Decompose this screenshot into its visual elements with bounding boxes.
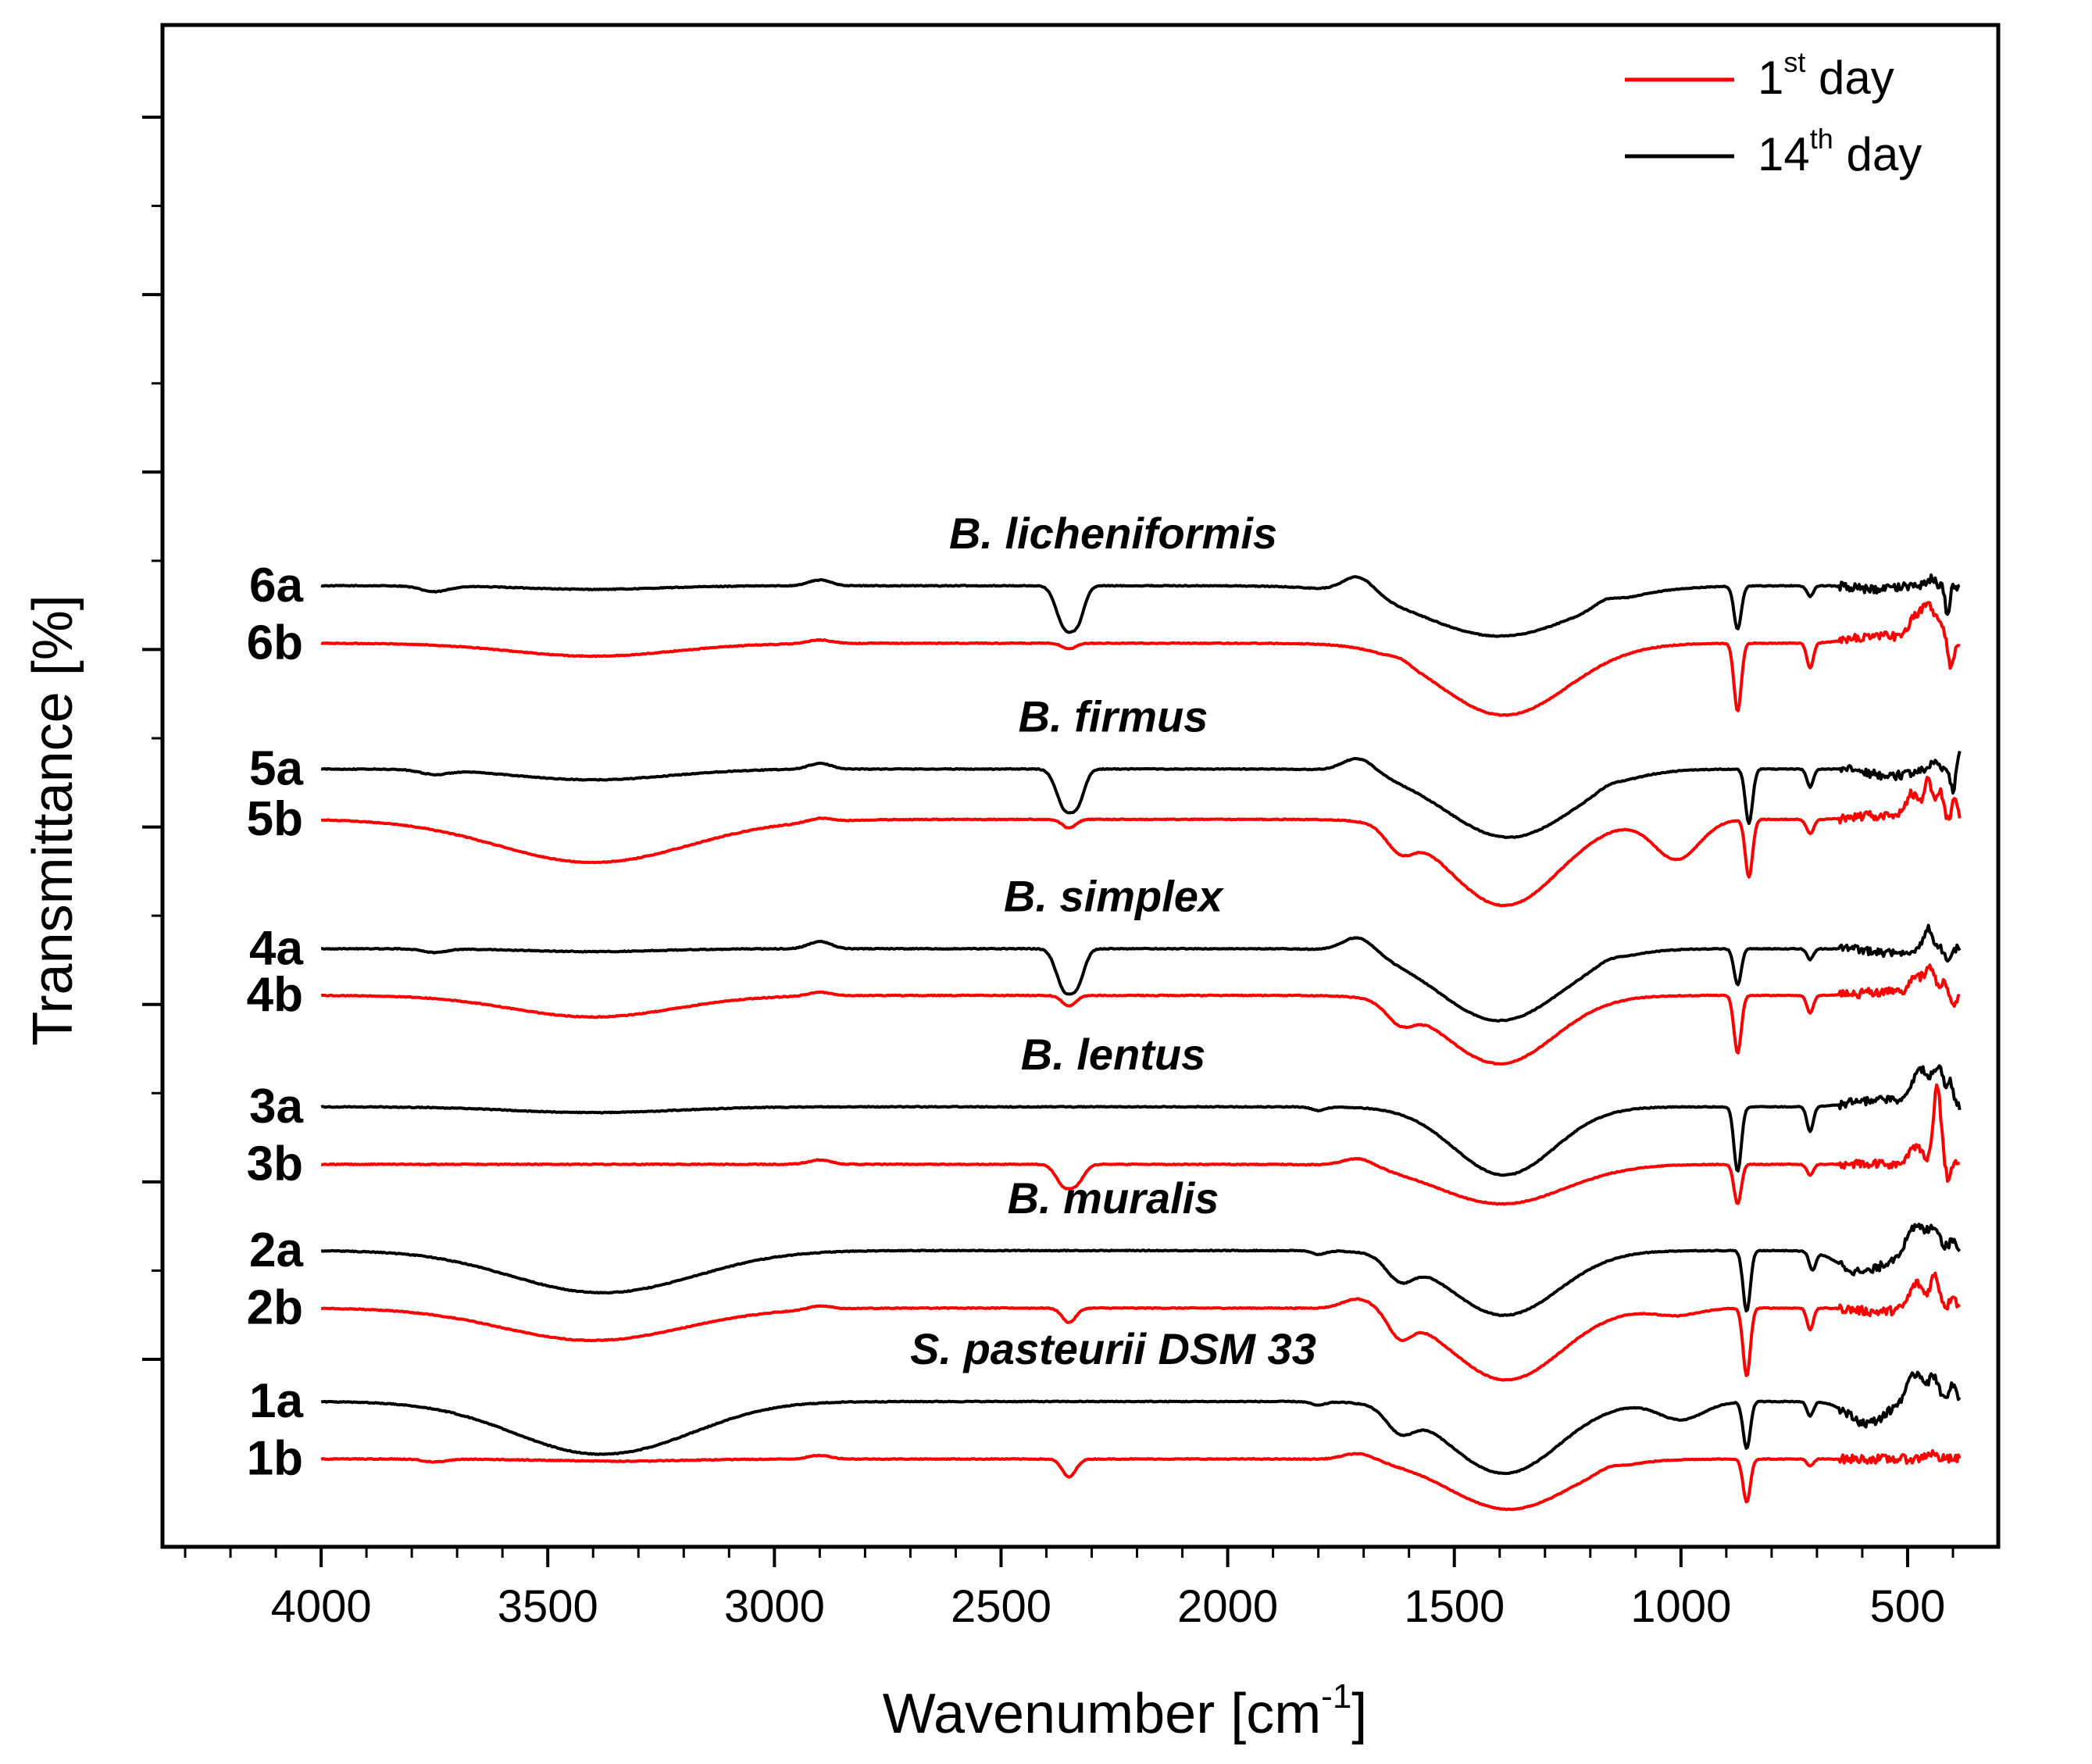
spectrum-6a: [320, 573, 1961, 638]
x-tick-label: 1500: [1404, 1581, 1505, 1632]
organism-label: B. lentus: [1021, 1030, 1205, 1079]
organism-labels: B. licheniformis B. firmus B. simplex B. le…: [910, 509, 1316, 1373]
trace-label-2b: 2b: [247, 1280, 303, 1334]
spectrum-1b: [320, 1449, 1962, 1512]
trace-label-1b: 1b: [247, 1432, 303, 1486]
spectrum-5a: [320, 751, 1962, 840]
spectrum-4b: [320, 963, 1961, 1066]
legend-label-first-day: 1st day: [1758, 46, 1894, 104]
spectrum-3b: [320, 1083, 1960, 1206]
x-tick-label: 500: [1870, 1581, 1946, 1632]
trace-label-5b: 5b: [247, 792, 303, 846]
spectrum-3a: [320, 1064, 1962, 1177]
x-tick-label: 3000: [724, 1581, 825, 1632]
spectrum-5b: [320, 776, 1962, 908]
spectrum-4a: [320, 923, 1962, 1023]
y-axis-title: Transmittance [%]: [22, 595, 84, 1046]
trace-label-6a: 6a: [249, 559, 303, 612]
organism-label: B. muralis: [1008, 1173, 1219, 1223]
spectra-layer: [320, 573, 1962, 1512]
organism-label: B. licheniformis: [949, 509, 1277, 558]
organism-label: S. pasteurii DSM 33: [910, 1324, 1316, 1373]
spectrum-2b: [320, 1271, 1961, 1382]
trace-label-4b: 4b: [247, 968, 303, 1022]
x-tick-label: 3500: [498, 1581, 598, 1632]
x-tick-label: 2500: [951, 1581, 1051, 1632]
plot-frame: [160, 23, 2001, 1549]
organism-label: B. simplex: [1004, 871, 1225, 920]
spectrum-2a: [320, 1223, 1962, 1317]
trace-label-4a: 4a: [249, 921, 303, 975]
trace-label-3a: 3a: [249, 1080, 303, 1134]
trace-label-5a: 5a: [249, 741, 303, 795]
spectrum-6b: [320, 601, 1961, 717]
x-axis-title: Wavenumber [cm-1]: [883, 1677, 1368, 1745]
x-tick-label: 1000: [1630, 1581, 1731, 1632]
organism-label: B. firmus: [1019, 691, 1208, 741]
trace-label-6b: 6b: [247, 616, 303, 670]
trace-label-2a: 2a: [249, 1223, 303, 1277]
trace-label-3b: 3b: [247, 1137, 303, 1191]
legend: 1st day 14th day: [1625, 46, 1922, 180]
x-tick-label: 4000: [271, 1581, 372, 1632]
x-tick-label: 2000: [1177, 1581, 1278, 1632]
legend-label-fourteenth-day: 14th day: [1758, 123, 1922, 180]
x-axis-ticks: 4000 3500 3000 2500 2000 1500 1000 500: [184, 1547, 1955, 1632]
y-axis-ticks: [142, 116, 162, 1361]
spectrum-1a: [320, 1370, 1962, 1476]
trace-label-1a: 1a: [249, 1374, 303, 1428]
